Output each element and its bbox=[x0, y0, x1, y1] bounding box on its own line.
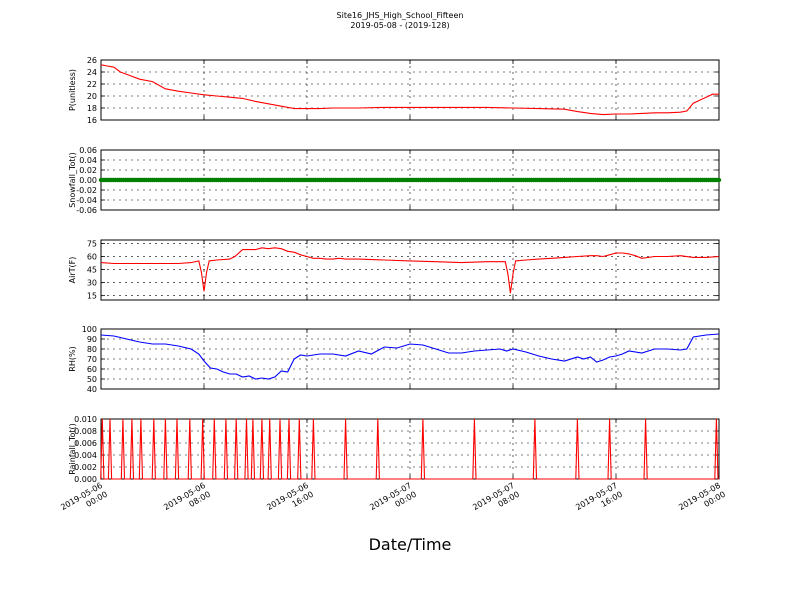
y-tick-label: -0.06 bbox=[76, 206, 97, 215]
panel-2: -0.06-0.04-0.020.000.020.040.06Snowfall_… bbox=[68, 146, 722, 215]
title-date-range: 2019-05-08 - (2019-128) bbox=[350, 21, 450, 30]
y-tick-label: 0.000 bbox=[74, 475, 97, 484]
y-tick-label: 0.006 bbox=[74, 439, 97, 448]
y-tick-label: 15 bbox=[87, 292, 97, 301]
series-line bbox=[100, 247, 720, 294]
y-tick-label: 90 bbox=[87, 335, 97, 344]
y-axis-label: AirT(F) bbox=[68, 257, 77, 284]
y-tick-label: 50 bbox=[87, 375, 97, 384]
y-tick-label: 0.008 bbox=[74, 427, 97, 436]
series-line bbox=[100, 64, 719, 116]
y-tick-label: -0.04 bbox=[76, 196, 97, 205]
y-tick-label: 40 bbox=[87, 385, 97, 394]
y-tick-label: 60 bbox=[87, 253, 97, 262]
y-tick-label: -0.02 bbox=[76, 186, 97, 195]
y-axis-label: Snowfall_Tot() bbox=[68, 152, 77, 208]
series-point bbox=[716, 177, 722, 183]
y-tick-label: 80 bbox=[87, 345, 97, 354]
panel-1: 16 18 20 22 24 26 P(unitless) bbox=[68, 56, 720, 125]
y-axis-label: RH(%) bbox=[68, 346, 77, 371]
y-tick-label: 75 bbox=[87, 239, 97, 248]
y-axis-label: Rainfall_Tot() bbox=[68, 423, 77, 475]
series-line bbox=[100, 418, 719, 480]
y-tick-label: 24 bbox=[87, 68, 97, 77]
series-line bbox=[100, 333, 720, 380]
y-tick-label: 20 bbox=[87, 92, 97, 101]
panel-3: 15 30 45 60 75 AirT(F) bbox=[68, 239, 720, 301]
y-tick-label: 0.010 bbox=[74, 415, 97, 424]
y-tick-label: 30 bbox=[87, 279, 97, 288]
y-tick-label: 60 bbox=[87, 365, 97, 374]
y-tick-label: 0.04 bbox=[79, 156, 97, 165]
y-tick-label: 0.02 bbox=[79, 166, 97, 175]
y-tick-label: 16 bbox=[87, 116, 97, 125]
y-tick-label: 45 bbox=[87, 266, 97, 275]
y-tick-label: 100 bbox=[82, 325, 97, 334]
y-tick-label: 0.004 bbox=[74, 451, 97, 460]
y-tick-label: 18 bbox=[87, 104, 97, 113]
y-tick-label: 0.002 bbox=[74, 463, 97, 472]
title-site-name: Site16_JHS_High_School_Fifteen bbox=[336, 11, 464, 20]
panel-5: 0.000 0.002 0.004 0.006 0.008 0.010Rainfall_T… bbox=[68, 415, 720, 484]
y-tick-label: 22 bbox=[87, 80, 97, 89]
y-tick-label: 70 bbox=[87, 355, 97, 364]
y-tick-label: 0.06 bbox=[79, 146, 97, 155]
y-tick-label: 26 bbox=[87, 56, 97, 65]
y-axis-label: P(unitless) bbox=[68, 69, 77, 111]
x-axis-label: Date/Time bbox=[368, 535, 452, 554]
y-tick-label: 0.00 bbox=[79, 176, 97, 185]
